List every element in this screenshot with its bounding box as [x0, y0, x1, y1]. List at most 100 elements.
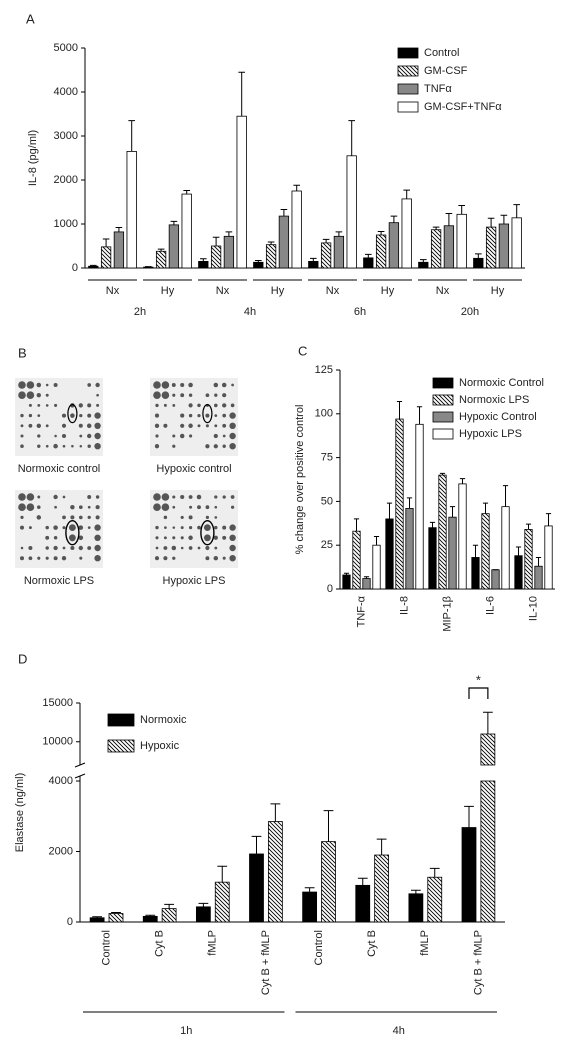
error-bar: [419, 259, 427, 263]
blot-dot: [28, 526, 32, 530]
blot-dot: [214, 495, 218, 499]
bar: [278, 215, 290, 269]
blot-dot: [189, 505, 193, 509]
y-tick-label: 50: [321, 495, 333, 507]
blot-dot: [94, 555, 101, 562]
blot-dot: [180, 382, 185, 388]
y-tick-label: 2000: [49, 845, 73, 857]
blot-dot: [163, 515, 168, 520]
blot-dot: [197, 546, 201, 550]
legend-label: Hypoxic LPS: [459, 428, 522, 440]
blot-dot: [78, 403, 83, 408]
bar: [395, 418, 404, 590]
blot-dot: [71, 444, 74, 448]
error-bar: [525, 523, 532, 530]
blot-dot: [36, 393, 41, 398]
blot-dot: [61, 433, 67, 439]
blot-dot: [189, 434, 193, 438]
blot-dot: [213, 382, 219, 388]
blot-dot: [205, 413, 210, 418]
bar: [155, 250, 167, 269]
blot-dot: [188, 382, 193, 388]
highlight-ring: [65, 520, 80, 546]
bar: [415, 423, 424, 590]
error-bar: [500, 214, 508, 224]
blot-dot: [222, 413, 227, 418]
blot-dot: [62, 515, 66, 520]
blot-dot: [213, 403, 218, 408]
group-label: 6h: [354, 306, 366, 318]
blot-dot: [154, 444, 160, 449]
blot-dot: [61, 413, 67, 418]
y-axis-label: % change over positive control: [294, 405, 306, 555]
blot-dot: [222, 556, 226, 560]
blot-dot: [94, 432, 101, 440]
x-tick-label: Nx: [216, 285, 230, 297]
blot-dot: [172, 556, 176, 560]
bar: [534, 565, 543, 590]
y-tick-label: 10000: [42, 736, 73, 748]
y-axis-label: IL-8 (pg/ml): [27, 130, 39, 186]
blot-dot: [205, 393, 210, 398]
blot-dot: [45, 556, 49, 560]
blot-dot: [79, 444, 83, 448]
blot-dot: [229, 443, 236, 450]
error-bar: [102, 238, 110, 247]
error-bar: [482, 711, 493, 734]
bar: [352, 530, 361, 590]
legend-label: TNFα: [424, 83, 452, 95]
bar: [89, 917, 105, 923]
error-bar: [280, 208, 288, 217]
blot-dot: [87, 403, 92, 408]
group-label: 2h: [134, 306, 146, 318]
bar: [342, 574, 351, 590]
bar: [418, 261, 429, 269]
x-tick-label: MIP-1β: [441, 596, 453, 632]
legend-swatch: [432, 428, 454, 440]
blot-dot: [163, 423, 168, 428]
blot-dot: [70, 515, 75, 520]
bar: [461, 827, 477, 923]
blot-dot: [87, 546, 92, 550]
blot-dot: [94, 422, 101, 429]
error-bar: [183, 190, 191, 195]
legend-swatch: [107, 713, 135, 727]
blot-dot: [222, 525, 227, 530]
blot-dot: [172, 505, 176, 509]
blot-dot: [214, 516, 218, 519]
blot-dot: [53, 556, 58, 561]
panel-letter: A: [26, 11, 35, 26]
bar: [181, 193, 192, 269]
blot-dot: [213, 444, 218, 449]
blot-dot: [36, 515, 42, 520]
y-tick-label: 2000: [54, 174, 78, 186]
error-bar: [487, 217, 495, 228]
blot-dot: [70, 545, 75, 551]
blot-dot: [205, 444, 210, 449]
bar: [385, 518, 394, 590]
bar: [388, 222, 400, 269]
error-bar: [335, 231, 343, 237]
blot-dot: [155, 403, 159, 408]
error-bar: [267, 241, 275, 245]
panel-letter: D: [18, 651, 27, 666]
error-bar: [293, 184, 301, 191]
blot-dot: [28, 545, 33, 551]
bar: [375, 234, 387, 269]
blot-dot: [205, 515, 210, 520]
blot-dot: [161, 503, 170, 512]
blot-dot: [153, 391, 161, 400]
bar: [428, 527, 437, 590]
x-tick-label: fMLP: [207, 930, 219, 956]
blot-dot: [70, 504, 75, 510]
blot-dot: [205, 505, 210, 510]
blot-dot: [172, 444, 176, 448]
blot-dot: [204, 534, 211, 542]
blot-dot: [78, 535, 84, 541]
group-label: 1h: [180, 1025, 192, 1037]
blot-dot: [197, 403, 201, 408]
blot-label: Normoxic control: [18, 463, 101, 475]
blot-dot: [188, 546, 193, 550]
blot-dot: [188, 535, 193, 541]
blot-dot: [36, 382, 42, 388]
